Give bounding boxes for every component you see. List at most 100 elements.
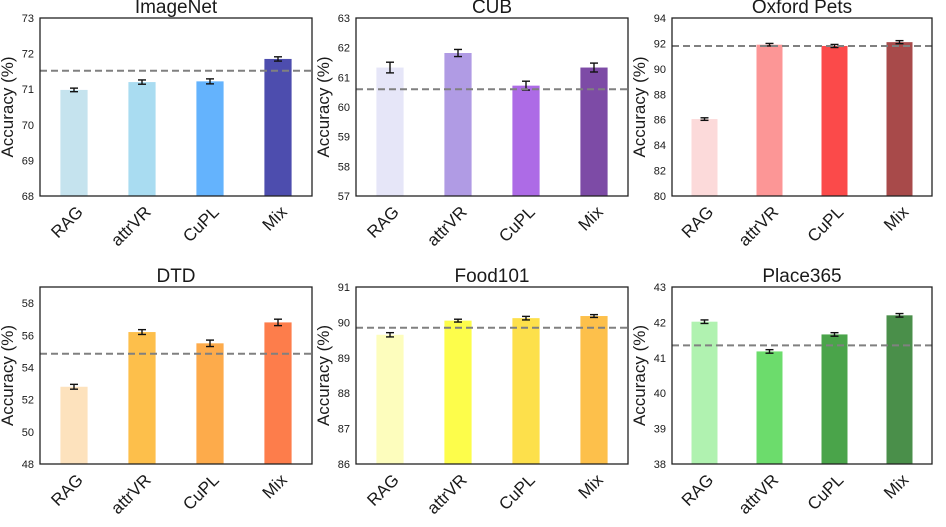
x-tick-food101-cupl: CuPL xyxy=(495,470,539,514)
y-axis-label-imagenet: Accuracy (%) xyxy=(0,56,17,157)
panel-food101: Food101 Accuracy (%) 86 87 88 89 90 91 RAG attrVR… xyxy=(314,266,629,518)
panel-title-place365: Place365 xyxy=(762,266,841,287)
error-bar-food101-attrvr xyxy=(454,318,462,323)
x-tick-dtd-cupl: CuPL xyxy=(179,470,223,514)
panel-place365: Place365 Accuracy (%) 38 39 40 41 42 43 RAG attrV… xyxy=(630,266,933,518)
error-bar-cub-rag xyxy=(386,61,394,74)
plot-frame-imagenet xyxy=(39,17,313,197)
panel-cub: CUB Accuracy (%) 57 58 59 60 61 62 63 RAG attrVR Cu… xyxy=(314,0,629,250)
y-tick-cub-59: 59 xyxy=(338,132,350,144)
error-bar-dtd-rag xyxy=(70,383,78,390)
y-tick-place365-39: 39 xyxy=(654,424,666,436)
y-axis-label-oxford-pets: Accuracy (%) xyxy=(630,56,649,157)
y-tick-imagenet-72: 72 xyxy=(22,49,34,61)
error-bar-oxford-pets-mix xyxy=(895,39,904,45)
error-bar-imagenet-rag xyxy=(70,87,78,93)
y-tick-dtd-50: 50 xyxy=(22,427,34,439)
bar-cub-rag xyxy=(376,67,404,196)
panel-imagenet: ImageNet Accuracy (%) 68 69 70 71 72 73 RAG attrV… xyxy=(0,0,313,250)
bar-dtd-attrvr xyxy=(128,332,156,464)
error-bar-cub-attrvr xyxy=(454,48,462,58)
x-tick-place365-cupl: CuPL xyxy=(804,470,848,514)
y-tick-place365-40: 40 xyxy=(654,388,666,400)
y-tick-imagenet-73: 73 xyxy=(22,13,34,25)
y-tick-imagenet-68: 68 xyxy=(22,191,34,203)
error-bar-place365-mix xyxy=(895,312,904,318)
bar-dtd-rag xyxy=(60,386,88,464)
error-bar-imagenet-mix xyxy=(274,56,282,62)
panel-title-cub: CUB xyxy=(472,0,512,18)
x-tick-place365-attrvr: attrVR xyxy=(735,470,783,518)
x-tick-imagenet-mix: Mix xyxy=(259,202,291,234)
y-tick-oxford-pets-80: 80 xyxy=(654,191,666,203)
y-tick-cub-58: 58 xyxy=(338,161,350,173)
x-tick-cub-cupl: CuPL xyxy=(495,202,539,246)
error-bar-food101-cupl xyxy=(522,315,530,321)
panel-title-imagenet: ImageNet xyxy=(135,0,218,18)
y-tick-place365-41: 41 xyxy=(654,353,666,365)
x-tick-place365-rag: RAG xyxy=(678,470,717,509)
bar-oxford-pets-cupl xyxy=(821,45,848,196)
panel-oxford-pets: Oxford Pets Accuracy (%) 80 82 84 86 88 90 92 94 R… xyxy=(630,0,933,250)
y-tick-cub-57: 57 xyxy=(338,191,350,203)
x-tick-oxford-pets-cupl: CuPL xyxy=(804,202,848,246)
error-bar-food101-mix xyxy=(590,313,598,319)
error-bar-place365-attrvr xyxy=(765,348,774,354)
panel-dtd: DTD Accuracy (%) 48 50 52 54 56 58 RAG attrVR CuPL… xyxy=(0,266,313,518)
x-tick-oxford-pets-mix: Mix xyxy=(880,202,912,234)
y-tick-oxford-pets-84: 84 xyxy=(654,140,666,152)
panel-title-food101: Food101 xyxy=(454,266,529,287)
bar-oxford-pets-mix xyxy=(886,42,913,197)
plot-frame-food101 xyxy=(355,286,629,465)
y-tick-oxford-pets-88: 88 xyxy=(654,89,666,101)
x-tick-food101-mix: Mix xyxy=(575,470,607,502)
y-tick-cub-60: 60 xyxy=(338,102,350,114)
y-tick-food101-87: 87 xyxy=(338,424,350,436)
y-tick-oxford-pets-82: 82 xyxy=(654,166,666,178)
y-tick-dtd-52: 52 xyxy=(22,395,34,407)
y-tick-food101-89: 89 xyxy=(338,353,350,365)
error-bar-oxford-pets-cupl xyxy=(830,43,839,49)
error-bar-place365-rag xyxy=(700,319,709,325)
error-bar-dtd-cupl xyxy=(206,339,214,348)
x-tick-imagenet-cupl: CuPL xyxy=(179,202,223,246)
y-tick-cub-62: 62 xyxy=(338,43,350,55)
plot-frame-cub xyxy=(355,17,629,197)
y-tick-food101-86: 86 xyxy=(338,459,350,471)
y-tick-place365-42: 42 xyxy=(654,317,666,329)
bar-place365-attrvr xyxy=(756,351,783,464)
y-tick-dtd-54: 54 xyxy=(22,362,34,374)
y-tick-food101-91: 91 xyxy=(338,282,350,294)
x-tick-cub-rag: RAG xyxy=(363,202,402,241)
y-axis-label-food101: Accuracy (%) xyxy=(314,325,333,426)
y-tick-oxford-pets-90: 90 xyxy=(654,64,666,76)
y-tick-imagenet-70: 70 xyxy=(22,120,34,132)
bar-food101-cupl xyxy=(512,318,540,464)
y-tick-place365-43: 43 xyxy=(654,282,666,294)
bar-food101-rag xyxy=(376,334,404,464)
x-tick-food101-attrvr: attrVR xyxy=(423,470,471,518)
bar-oxford-pets-rag xyxy=(691,119,718,196)
plot-frame-place365 xyxy=(671,286,933,465)
y-tick-place365-38: 38 xyxy=(654,459,666,471)
y-tick-dtd-48: 48 xyxy=(22,459,34,471)
error-bar-cub-mix xyxy=(590,62,598,73)
bar-cub-mix xyxy=(580,67,608,196)
bar-dtd-cupl xyxy=(196,343,224,464)
y-tick-food101-88: 88 xyxy=(338,388,350,400)
x-tick-place365-mix: Mix xyxy=(880,470,912,502)
y-tick-cub-63: 63 xyxy=(338,13,350,25)
x-tick-dtd-attrvr: attrVR xyxy=(107,470,155,518)
y-tick-oxford-pets-92: 92 xyxy=(654,38,666,50)
bar-cub-cupl xyxy=(512,85,540,196)
y-tick-dtd-58: 58 xyxy=(22,298,34,310)
error-bar-food101-rag xyxy=(386,331,394,338)
panel-title-oxford-pets: Oxford Pets xyxy=(752,0,852,18)
bar-food101-mix xyxy=(580,316,608,464)
bar-place365-mix xyxy=(886,315,913,464)
y-tick-imagenet-71: 71 xyxy=(22,84,34,96)
bar-imagenet-rag xyxy=(60,89,88,196)
bar-dtd-mix xyxy=(264,322,292,464)
error-bar-oxford-pets-rag xyxy=(700,117,709,122)
